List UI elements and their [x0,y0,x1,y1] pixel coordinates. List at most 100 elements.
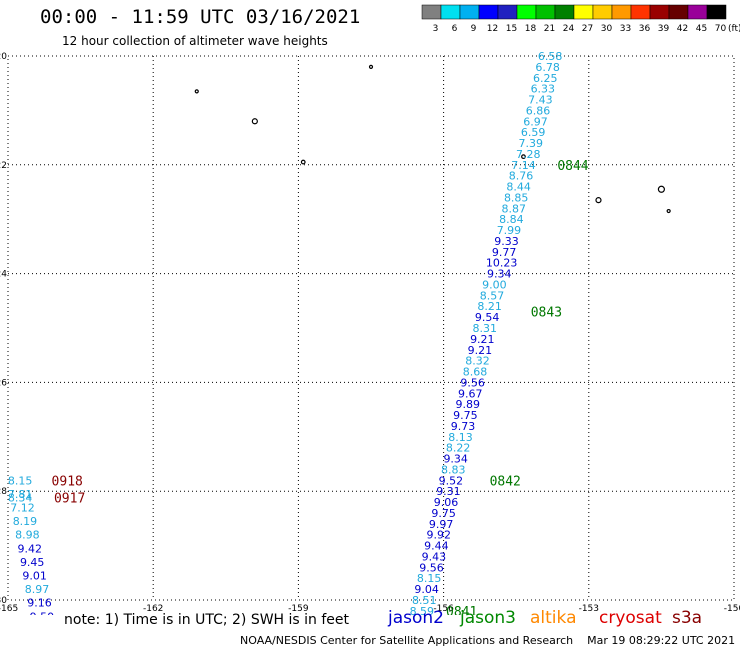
lat-tick-label: -26 [0,378,7,388]
pass-time-label: 0841 [446,605,477,615]
wave-height-label: 8.21 [477,300,502,313]
island-marker [595,197,602,204]
wave-height-label: 8.22 [446,442,471,455]
scale-unit-label: (ft) [728,24,740,34]
legend-jason3: jason3 [460,608,516,628]
legend-jason2: jason2 [388,608,444,628]
legend-cryosat: cryosat [599,608,662,628]
wave-height-label: 8.57 [480,289,505,302]
wave-height-label: 6.86 [526,104,551,117]
wave-height-label: 8.76 [509,170,534,183]
wave-height-label: 9.73 [451,420,476,433]
lat-tick-label: -28 [0,487,7,497]
scale-tick-label: 21 [544,24,555,34]
wave-height-label: 6.33 [531,83,556,96]
lat-tick-label: -20 [0,52,7,62]
lon-tick-label: -153 [579,604,599,614]
wave-height-label: 7.39 [518,137,543,150]
pass-time-label: 0843 [531,306,562,321]
scale-tick-label: 27 [582,24,593,34]
wave-height-label: 6.58 [538,50,563,63]
island-marker [251,118,258,125]
pass-time-label: 0842 [490,474,521,489]
legend-altika: altika [530,608,577,628]
wave-height-label: 9.04 [414,583,439,596]
wave-height-label: 8.31 [472,322,497,335]
page-subtitle: 12 hour collection of altimeter wave hei… [62,34,328,48]
wave-height-label: 9.16 [27,597,52,610]
map-panel: -165 -162 -159 -156 -153 -150 -20 -22 -24 -26 -28 -… [0,50,740,615]
wave-height-label: 7.43 [528,94,553,107]
wave-height-label: 9.31 [436,485,461,498]
island-marker [657,185,666,193]
island-marker [300,159,306,165]
scale-tick-label: 12 [487,24,498,34]
credit-line: NOAA/NESDIS Center for Satellite Applica… [240,634,736,647]
wave-height-label: 9.45 [20,556,45,569]
island-marker [368,64,374,69]
wave-height-label: 9.56 [460,376,485,389]
pass-time-label: 0917 [54,492,85,507]
scale-tick-label: 45 [696,24,707,34]
wave-height-label: 8.13 [448,431,473,444]
wave-height-label: 6.78 [535,61,560,74]
lon-tick-label: -165 [0,604,18,614]
wave-height-label: 9.21 [468,344,493,357]
wave-height-label: 9.00 [482,278,507,291]
wave-height-label: 6.25 [533,72,558,85]
wave-height-label: 8.59 [410,605,435,615]
wave-height-label: 9.21 [470,333,495,346]
scale-tick-label: 39 [658,24,670,34]
wave-height-label: 8.85 [504,191,529,204]
wave-height-label: 9.43 [422,550,447,563]
wave-height-label: 7.99 [497,224,522,237]
map-frame [7,55,735,601]
wave-height-label: 9.54 [475,311,500,324]
island-marker [521,154,526,160]
scale-tick-label: 9 [471,24,477,34]
lon-tick-label: -162 [143,604,163,614]
page-title: 00:00 - 11:59 UTC 03/16/2021 [40,6,361,28]
legend-s3a: s3a [672,608,703,628]
wave-height-label: 9.06 [434,496,459,509]
wave-height-label: 8.83 [441,463,466,476]
wave-height-label: 9.77 [492,246,517,259]
wave-height-label: 8.44 [506,181,531,194]
wave-height-label: 8.19 [13,515,38,528]
wave-height-label: 8.97 [25,583,50,596]
wave-height-label: 7.81 [8,488,33,501]
scale-tick-label: 18 [525,24,537,34]
wave-height-label: 6.59 [521,126,546,139]
wave-height-label: 9.52 [439,474,464,487]
wave-height-label: 9.01 [22,570,47,583]
lat-tick-label: -22 [0,161,7,171]
scale-tick-label: 36 [639,24,651,34]
wave-height-label: 9.50 [30,610,55,615]
lon-tick-label: -159 [288,604,309,614]
island-marker [194,89,199,94]
wave-height-label: 9.34 [487,268,512,281]
lat-tick-label: -30 [0,596,7,606]
wave-height-label: 8.68 [463,366,488,379]
lat-tick-label: -24 [0,270,7,280]
pass-time-label: 0918 [52,474,83,489]
wave-height-label: 8.34 [8,492,33,505]
wave-height-label: 7.14 [511,159,536,172]
scale-tick-label: 3 [433,24,439,34]
lon-tick-label: -150 [724,604,740,614]
scale-tick-label: 30 [601,24,613,34]
island-marker [666,208,671,214]
pass-time-label: 0844 [557,159,588,174]
scale-tick-label: 42 [677,24,688,34]
wave-height-label: 8.98 [15,529,40,542]
wave-height-label: 8.51 [412,594,437,607]
scale-tick-label: 70 [715,24,727,34]
wave-height-label: 9.97 [429,518,454,531]
wave-height-label: 8.84 [499,213,524,226]
lon-tick-label: -156 [433,604,454,614]
scale-swatch [706,4,727,20]
wave-height-label: 8.32 [465,355,490,368]
scale-tick-label: 6 [452,24,458,34]
